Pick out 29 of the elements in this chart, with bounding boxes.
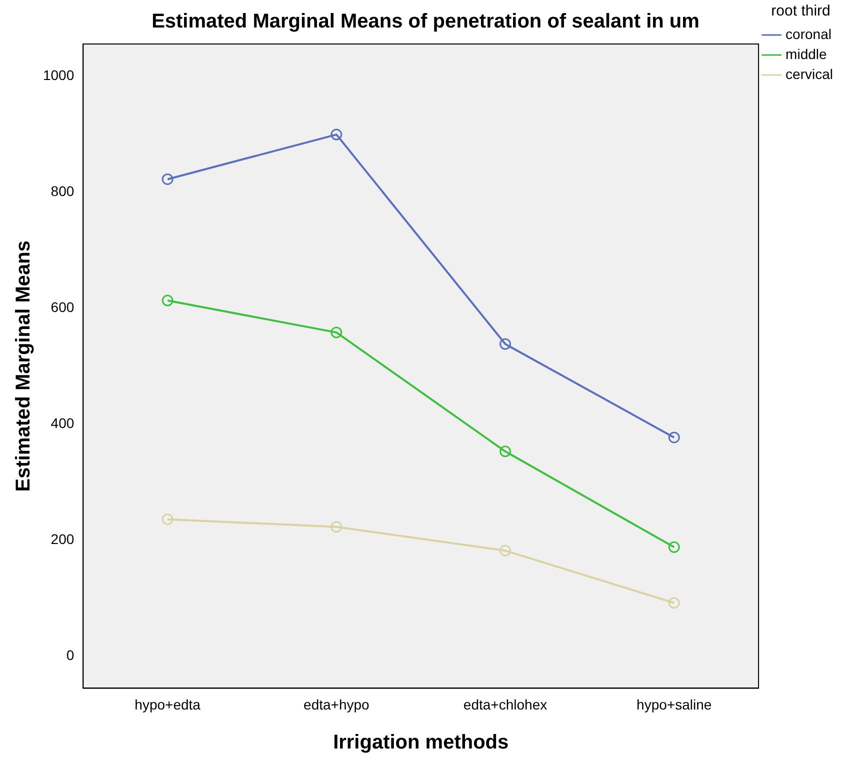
x-axis-title: Irrigation methods: [333, 732, 509, 754]
y-tick-label: 200: [50, 531, 74, 548]
legend-title: root third: [771, 2, 830, 20]
point: [330, 128, 342, 140]
point: [330, 521, 342, 533]
point: [500, 446, 512, 458]
y-tick-label: 800: [50, 182, 74, 199]
point: [162, 294, 174, 306]
y-axis-title: Estimated Marginal Means: [12, 240, 35, 492]
point: [668, 432, 680, 444]
point: [500, 338, 512, 350]
legend-label: middle: [786, 46, 827, 62]
y-tick-label: 0: [66, 647, 74, 664]
x-tick-label: hypo+edta: [134, 696, 201, 712]
point: [668, 597, 680, 609]
x-tick-label: edta+chlohex: [463, 696, 548, 712]
y-tick-label: 1000: [42, 66, 74, 83]
chart-title: Estimated Marginal Means of penetration of sealant in um: [152, 10, 700, 33]
point: [162, 514, 174, 526]
point: [668, 541, 680, 553]
x-tick-label: hypo+saline: [636, 696, 712, 712]
point: [330, 326, 342, 338]
y-tick-label: 400: [50, 414, 74, 431]
legend-label: cervical: [786, 66, 834, 82]
legend-label: coronal: [786, 26, 832, 42]
y-tick-label: 600: [50, 298, 74, 315]
point: [162, 173, 174, 185]
point: [500, 544, 512, 556]
x-tick-label: edta+hypo: [304, 696, 370, 712]
